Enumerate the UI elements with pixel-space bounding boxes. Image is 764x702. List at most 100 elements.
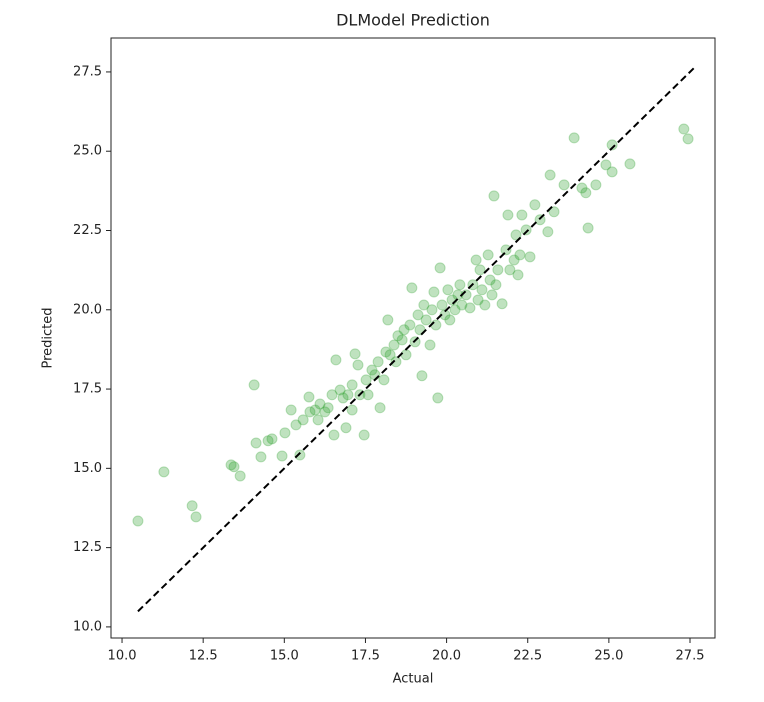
scatter-point (470, 254, 482, 266)
scatter-point (576, 182, 588, 194)
scatter-point (328, 429, 340, 441)
scatter-point (486, 289, 498, 301)
x-tick-label: 17.5 (351, 649, 380, 664)
scatter-point (520, 224, 532, 236)
scatter-point (279, 427, 291, 439)
scatter-point (342, 389, 354, 401)
scatter-point (600, 159, 612, 171)
scatter-point (434, 262, 446, 274)
scatter-point (416, 370, 428, 382)
scatter-point (330, 354, 342, 366)
scatter-point (382, 314, 394, 326)
scatter-point (285, 404, 297, 416)
scatter-point (186, 500, 198, 512)
scatter-point (396, 334, 408, 346)
chart-title: DLModel Prediction (336, 11, 490, 30)
scatter-point (418, 299, 430, 311)
scatter-point (580, 187, 592, 199)
scatter-point (444, 314, 456, 326)
scatter-point (456, 299, 468, 311)
scatter-point (490, 279, 502, 291)
scatter-point (362, 389, 374, 401)
y-tick-label: 27.5 (73, 64, 102, 79)
scatter-point (400, 349, 412, 361)
scatter-point (464, 302, 476, 314)
scatter-point (426, 304, 438, 316)
scatter-point (590, 179, 602, 191)
x-tick-label: 22.5 (513, 649, 542, 664)
scatter-point (474, 264, 486, 276)
scatter-point (225, 459, 237, 471)
scatter-point (568, 132, 580, 144)
scatter-point (514, 249, 526, 261)
reference-line (137, 64, 698, 613)
x-axis-label: Actual (393, 672, 434, 687)
scatter-point (358, 429, 370, 441)
y-tick-label: 20.0 (73, 302, 102, 317)
scatter-point (190, 511, 202, 523)
scatter-point (158, 466, 170, 478)
scatter-point (352, 359, 364, 371)
x-tick-label: 10.0 (108, 649, 137, 664)
scatter-point (479, 299, 491, 311)
scatter-point (248, 379, 260, 391)
scatter-point (432, 392, 444, 404)
x-tick-label: 15.0 (270, 649, 299, 664)
scatter-point (360, 374, 372, 386)
scatter-point (346, 404, 358, 416)
scatter-point (322, 402, 334, 414)
scatter-point (304, 406, 316, 418)
scatter-point (378, 374, 390, 386)
scatter-point (678, 123, 690, 135)
scatter-point (428, 286, 440, 298)
scatter-point (262, 435, 274, 447)
scatter-point (454, 279, 466, 291)
scatter-point (369, 369, 381, 381)
scatter-point (309, 404, 321, 416)
x-tick-label: 25.0 (594, 649, 623, 664)
scatter-point (500, 244, 512, 256)
y-tick-label: 25.0 (73, 144, 102, 159)
scatter-point (548, 206, 560, 218)
scatter-point (340, 422, 352, 434)
scatter-point (398, 324, 410, 336)
y-tick-label: 10.0 (73, 619, 102, 634)
scatter-point (266, 433, 278, 445)
scatter-point (255, 451, 267, 463)
scatter-point (606, 166, 618, 178)
scatter-point (682, 133, 694, 145)
scatter-point (476, 284, 488, 296)
scatter-point (346, 379, 358, 391)
scatter-point (326, 389, 338, 401)
scatter-point (349, 348, 361, 360)
scatter-point (366, 364, 378, 376)
y-tick-label: 22.5 (73, 223, 102, 238)
scatter-point (606, 139, 618, 151)
scatter-point (337, 392, 349, 404)
scatter-point (297, 414, 309, 426)
scatter-point (290, 419, 302, 431)
scatter-point (496, 298, 508, 310)
scatter-point (492, 264, 504, 276)
scatter-point (303, 391, 315, 403)
scatter-point (319, 406, 331, 418)
scatter-point (314, 398, 326, 410)
scatter-point (228, 461, 240, 473)
scatter-point (504, 264, 516, 276)
scatter-point (372, 356, 384, 368)
scatter-point (404, 319, 416, 331)
scatter-point (388, 339, 400, 351)
scatter-point (582, 222, 594, 234)
scatter-point (488, 190, 500, 202)
scatter-point (374, 402, 386, 414)
scatter-point (380, 346, 392, 358)
x-tick-label: 27.5 (676, 649, 705, 664)
scatter-point (250, 437, 262, 449)
scatter-point (529, 199, 541, 211)
scatter-point (436, 299, 448, 311)
scatter-point (442, 284, 454, 296)
scatter-point (420, 314, 432, 326)
x-tick-label: 20.0 (432, 649, 461, 664)
scatter-point (234, 470, 246, 482)
